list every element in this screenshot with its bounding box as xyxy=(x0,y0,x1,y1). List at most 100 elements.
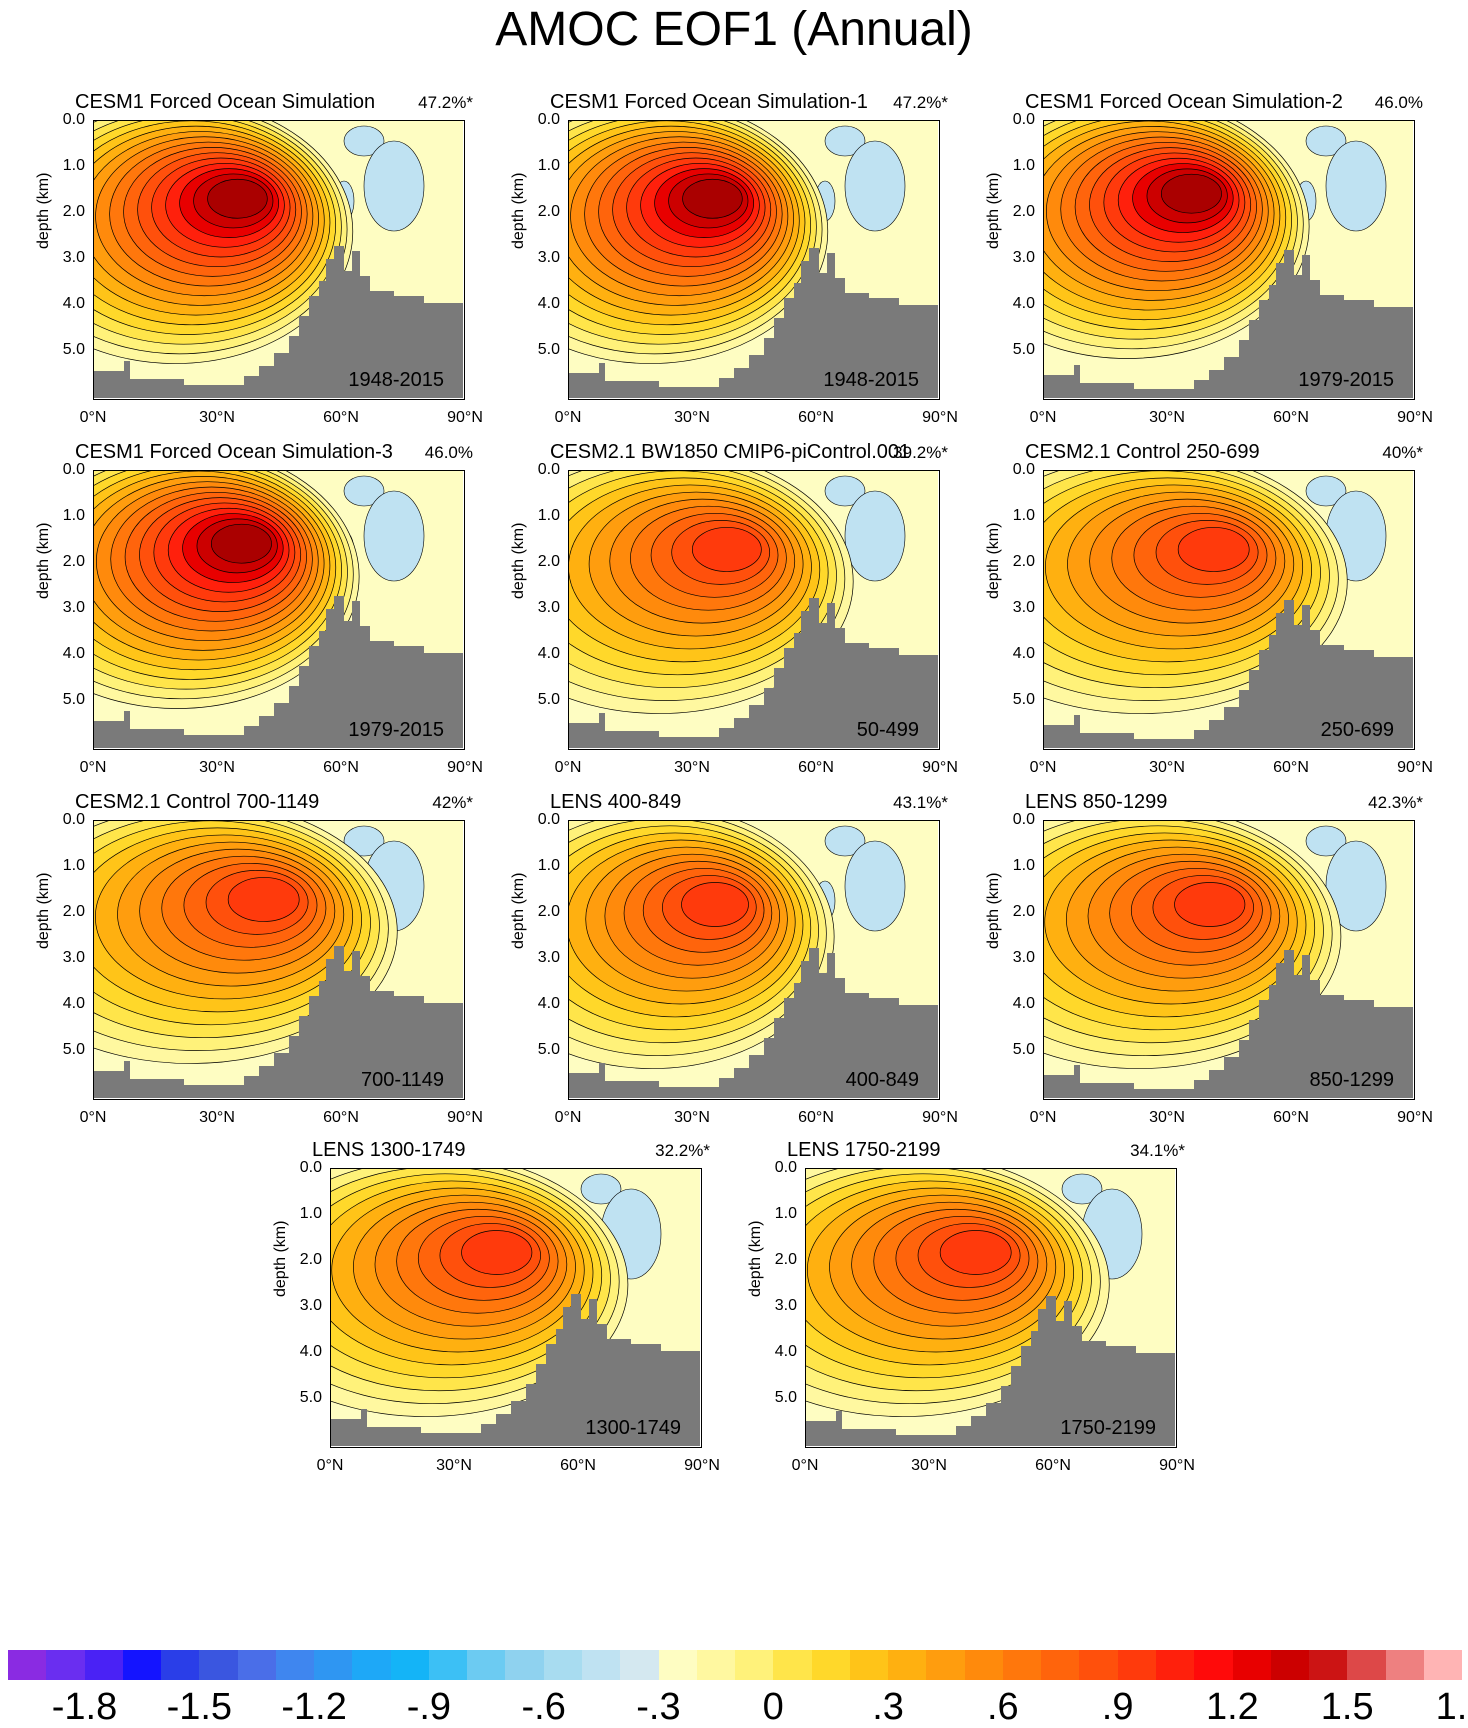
y-tick-label: 5.0 xyxy=(62,691,85,708)
panel-title: LENS 850-1299 xyxy=(1025,791,1168,813)
y-tick-label: 3.0 xyxy=(62,599,85,616)
negative-anomaly-patch xyxy=(580,1173,622,1205)
panel-period: 250-699 xyxy=(1320,719,1394,741)
y-axis-label: depth (km) xyxy=(35,522,52,599)
contour-level xyxy=(1160,173,1222,214)
contour-level xyxy=(227,877,300,922)
y-tick-label: 2.0 xyxy=(774,1251,797,1268)
bathymetry-mask xyxy=(806,1296,1175,1446)
contour-plot: 1979-2015 xyxy=(93,470,465,750)
eof-panel: CESM1 Forced Ocean Simulation-1 47.2%* dep… xyxy=(508,90,958,460)
colorbar-tick-label: .3 xyxy=(872,1686,904,1728)
y-tick-label: 5.0 xyxy=(299,1389,322,1406)
y-tick-label: 5.0 xyxy=(62,341,85,358)
colorbar-tick-label: -1.2 xyxy=(281,1686,347,1728)
x-tick-label: 0°N xyxy=(554,409,582,426)
contour-plot: 1300-1749 xyxy=(330,1168,702,1448)
y-axis-label: depth (km) xyxy=(985,522,1002,599)
negative-anomaly-patch xyxy=(1325,140,1387,232)
x-tick-label: 90°N xyxy=(447,1109,483,1126)
x-tick-label: 90°N xyxy=(1397,1109,1433,1126)
y-tick-label: 1.0 xyxy=(1012,507,1035,524)
y-tick-label: 2.0 xyxy=(62,203,85,220)
panel-title: LENS 1300-1749 xyxy=(312,1139,466,1161)
y-tick-label: 3.0 xyxy=(62,249,85,266)
colorbar-swatch xyxy=(352,1650,391,1680)
colorbar-tick-label: .9 xyxy=(1101,1686,1134,1728)
eof-panel: CESM2.1 Control 700-1149 42%* depth (km) 0.… xyxy=(33,790,483,1160)
panel-explained-variance: 39.2%* xyxy=(893,443,948,462)
x-tick-label: 0°N xyxy=(1029,1109,1057,1126)
y-tick-label: 0.0 xyxy=(299,1159,322,1176)
y-tick-label: 5.0 xyxy=(1012,341,1035,358)
y-tick-label: 5.0 xyxy=(537,1041,560,1058)
x-tick-label: 30°N xyxy=(674,759,710,776)
contour-plot: 400-849 xyxy=(568,820,940,1100)
colorbar-swatch xyxy=(1155,1650,1195,1680)
y-tick-label: 4.0 xyxy=(299,1343,322,1360)
colorbar-swatch xyxy=(8,1650,47,1680)
y-tick-label: 4.0 xyxy=(62,295,85,312)
bathymetry-mask xyxy=(331,1294,700,1446)
negative-anomaly-patch xyxy=(1325,840,1387,932)
colorbar-swatch xyxy=(1117,1650,1156,1680)
y-tick-label: 1.0 xyxy=(537,157,560,174)
colorbar-swatch xyxy=(658,1650,697,1680)
y-tick-label: 4.0 xyxy=(62,995,85,1012)
contour-svg xyxy=(569,471,938,748)
y-axis-label: depth (km) xyxy=(510,872,527,949)
contour-svg xyxy=(806,1169,1175,1446)
x-tick-label: 30°N xyxy=(199,409,235,426)
contour-svg xyxy=(331,1169,700,1446)
y-tick-label: 5.0 xyxy=(1012,691,1035,708)
colorbar-swatch xyxy=(1041,1650,1080,1680)
x-tick-label: 90°N xyxy=(1159,1457,1195,1474)
y-tick-label: 2.0 xyxy=(1012,203,1035,220)
colorbar-swatch xyxy=(467,1650,506,1680)
y-tick-label: 1.0 xyxy=(537,507,560,524)
y-tick-label: 2.0 xyxy=(1012,903,1035,920)
colorbar-swatch xyxy=(1232,1650,1271,1680)
contour-plot: 1979-2015 xyxy=(1043,120,1415,400)
y-tick-label: 0.0 xyxy=(537,111,560,128)
y-tick-label: 3.0 xyxy=(774,1297,797,1314)
contour-svg xyxy=(569,121,938,398)
panel-explained-variance: 47.2%* xyxy=(893,93,948,112)
x-tick-label: 30°N xyxy=(436,1457,472,1474)
x-tick-label: 0°N xyxy=(554,759,582,776)
negative-anomaly-patch xyxy=(343,475,385,507)
y-tick-label: 1.0 xyxy=(774,1205,797,1222)
contour-plot: 1948-2015 xyxy=(93,120,465,400)
bathymetry-mask xyxy=(1044,600,1413,748)
negative-anomaly-patch xyxy=(844,490,906,582)
contour-svg xyxy=(94,821,463,1098)
x-tick-label: 90°N xyxy=(1397,409,1433,426)
contour-level xyxy=(210,523,272,564)
colorbar xyxy=(8,1650,1463,1680)
colorbar-swatch xyxy=(390,1650,429,1680)
y-axis-label: depth (km) xyxy=(35,172,52,249)
colorbar-swatch xyxy=(735,1650,774,1680)
y-axis-label: depth (km) xyxy=(510,522,527,599)
y-tick-label: 2.0 xyxy=(299,1251,322,1268)
x-tick-label: 60°N xyxy=(560,1457,596,1474)
x-tick-label: 90°N xyxy=(922,409,958,426)
x-tick-label: 0°N xyxy=(791,1457,819,1474)
colorbar-tick-label: 1.2 xyxy=(1205,1686,1259,1728)
eof-panel: CESM1 Forced Ocean Simulation 47.2%* depth… xyxy=(33,90,483,460)
panel-explained-variance: 42%* xyxy=(432,793,473,812)
negative-anomaly-patch xyxy=(363,490,425,582)
contour-plot: 700-1149 xyxy=(93,820,465,1100)
colorbar-swatch xyxy=(199,1650,238,1680)
bathymetry-mask xyxy=(569,598,938,748)
panel-period: 50-499 xyxy=(856,719,919,741)
y-tick-label: 3.0 xyxy=(537,599,560,616)
y-axis-label: depth (km) xyxy=(510,172,527,249)
negative-anomaly-patch xyxy=(1305,475,1347,507)
contour-level xyxy=(692,527,762,572)
contour-level xyxy=(682,178,743,219)
x-tick-label: 60°N xyxy=(323,409,359,426)
x-tick-label: 90°N xyxy=(922,1109,958,1126)
y-axis-label: depth (km) xyxy=(985,172,1002,249)
colorbar-swatch xyxy=(1270,1650,1310,1680)
